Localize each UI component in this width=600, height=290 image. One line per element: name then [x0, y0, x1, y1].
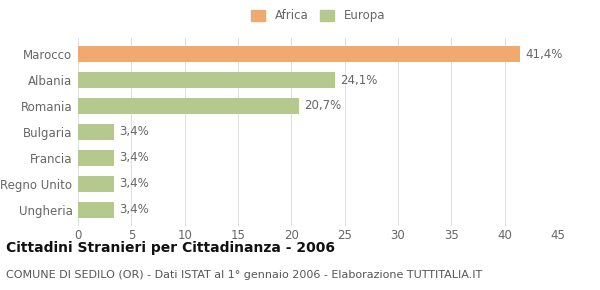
Bar: [78, 98, 299, 114]
Text: 3,4%: 3,4%: [119, 151, 149, 164]
Bar: [78, 176, 114, 192]
Text: 20,7%: 20,7%: [304, 99, 341, 113]
Bar: [78, 124, 114, 140]
Text: 3,4%: 3,4%: [119, 203, 149, 216]
Bar: [78, 150, 114, 166]
Text: 24,1%: 24,1%: [340, 74, 378, 86]
Text: 3,4%: 3,4%: [119, 126, 149, 138]
Text: 3,4%: 3,4%: [119, 177, 149, 190]
Legend: Africa, Europa: Africa, Europa: [251, 9, 385, 22]
Bar: [78, 202, 114, 218]
Text: 41,4%: 41,4%: [525, 48, 562, 61]
Text: Cittadini Stranieri per Cittadinanza - 2006: Cittadini Stranieri per Cittadinanza - 2…: [6, 241, 335, 255]
Bar: [78, 72, 335, 88]
Text: COMUNE DI SEDILO (OR) - Dati ISTAT al 1° gennaio 2006 - Elaborazione TUTTITALIA.: COMUNE DI SEDILO (OR) - Dati ISTAT al 1°…: [6, 270, 482, 280]
Bar: [78, 46, 520, 62]
